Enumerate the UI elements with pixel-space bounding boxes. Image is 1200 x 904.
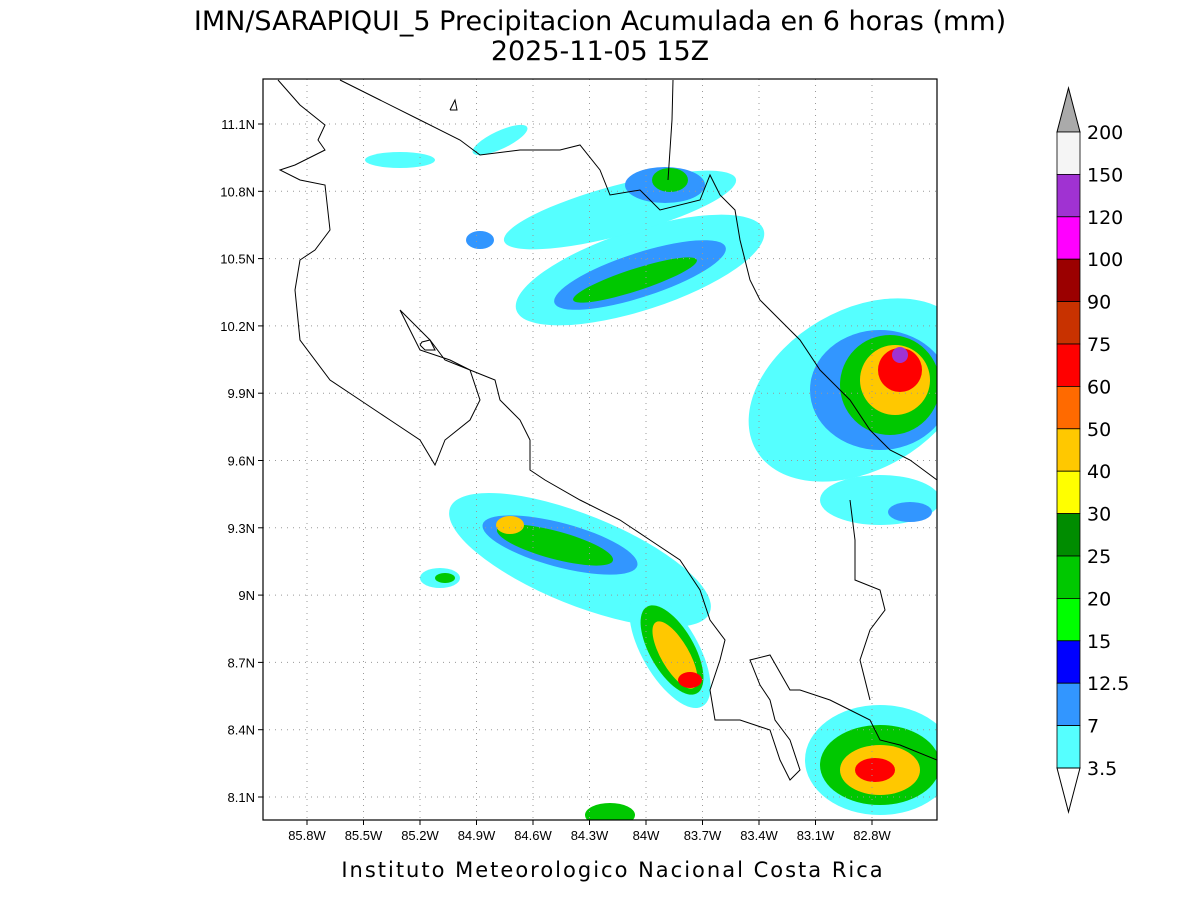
lat-tick-label: 8.4N — [228, 723, 255, 738]
colorbar-segment — [1056, 640, 1081, 684]
axes: 85.8W 85.5W 85.2W 84.9W 84.6W 84.3W 84W 83.7W 83… — [220, 117, 891, 843]
lon-tick-label: 83.4W — [740, 828, 778, 843]
colorbar-label: 100 — [1087, 249, 1123, 271]
lon-tick-label: 84W — [633, 828, 660, 843]
colorbar-label: 7 — [1087, 716, 1099, 738]
colorbar-label: 200 — [1087, 122, 1123, 144]
lat-tick-label: 9N — [238, 588, 255, 603]
lon-tick-label: 83.1W — [797, 828, 835, 843]
coastlines — [277, 79, 937, 781]
footer: Instituto Meteorologico Nacional Costa R… — [341, 858, 884, 882]
colorbar-label: 3.5 — [1087, 758, 1117, 780]
lat-tick-label: 8.7N — [228, 655, 255, 670]
colorbar-over — [1056, 86, 1081, 133]
colorbar-segment — [1056, 513, 1081, 557]
lat-tick-label: 11.1N — [221, 117, 255, 132]
colorbar-under — [1056, 767, 1081, 814]
precipitation — [365, 124, 937, 820]
colorbar-label: 12.5 — [1087, 673, 1129, 695]
colorbar-label: 60 — [1087, 376, 1111, 398]
lon-tick-label: 84.6W — [514, 828, 552, 843]
colorbar-segment — [1056, 173, 1081, 218]
colorbar-label: 40 — [1087, 461, 1111, 483]
lon-tick-label: 83.7W — [684, 828, 722, 843]
colorbar-segment — [1056, 385, 1081, 430]
lon-tick-label: 85.8W — [288, 828, 326, 843]
lat-tick-label: 10.2N — [220, 319, 255, 334]
colorbar-segment — [1056, 470, 1081, 515]
grid — [263, 79, 937, 820]
colorbar: 200 150 120 100 90 75 60 50 40 30 25 20 15 12.5 7 3.5 — [1056, 86, 1129, 814]
colorbar-segment — [1056, 258, 1081, 303]
colorbar-segment — [1056, 216, 1081, 260]
lon-tick-label: 85.2W — [401, 828, 439, 843]
colorbar-segment — [1056, 428, 1081, 472]
lon-tick-label: 84.3W — [571, 828, 609, 843]
colorbar-label: 25 — [1087, 546, 1111, 568]
colorbar-label: 120 — [1087, 207, 1123, 229]
colorbar-label: 90 — [1087, 292, 1111, 314]
colorbar-label: 150 — [1087, 164, 1123, 186]
colorbar-segment — [1056, 598, 1081, 642]
colorbar-segment — [1056, 343, 1081, 387]
lat-tick-label: 10.5N — [220, 252, 255, 267]
lon-tick-label: 84.9W — [458, 828, 496, 843]
colorbar-segment — [1056, 682, 1081, 727]
lon-tick-label: 82.8W — [853, 828, 891, 843]
lat-tick-label: 8.1N — [228, 790, 255, 805]
colorbar-segment — [1056, 301, 1081, 345]
colorbar-label: 30 — [1087, 504, 1111, 526]
map-frame — [262, 78, 938, 821]
lat-tick-label: 9.9N — [228, 386, 255, 401]
subtitle: 2025-11-05 15Z — [491, 36, 709, 67]
colorbar-segment — [1056, 725, 1081, 769]
lat-tick-label: 10.8N — [220, 184, 255, 199]
colorbar-label: 20 — [1087, 588, 1111, 610]
title: IMN/SARAPIQUI_5 Precipitacion Acumulada … — [194, 6, 1006, 37]
lat-tick-label: 9.6N — [228, 454, 255, 469]
colorbar-label: 50 — [1087, 419, 1111, 441]
colorbar-segment — [1056, 131, 1081, 175]
colorbar-segment — [1056, 555, 1081, 599]
lon-tick-label: 85.5W — [345, 828, 383, 843]
colorbar-label: 15 — [1087, 631, 1111, 653]
colorbar-label: 75 — [1087, 334, 1111, 356]
lat-tick-label: 9.3N — [228, 521, 255, 536]
